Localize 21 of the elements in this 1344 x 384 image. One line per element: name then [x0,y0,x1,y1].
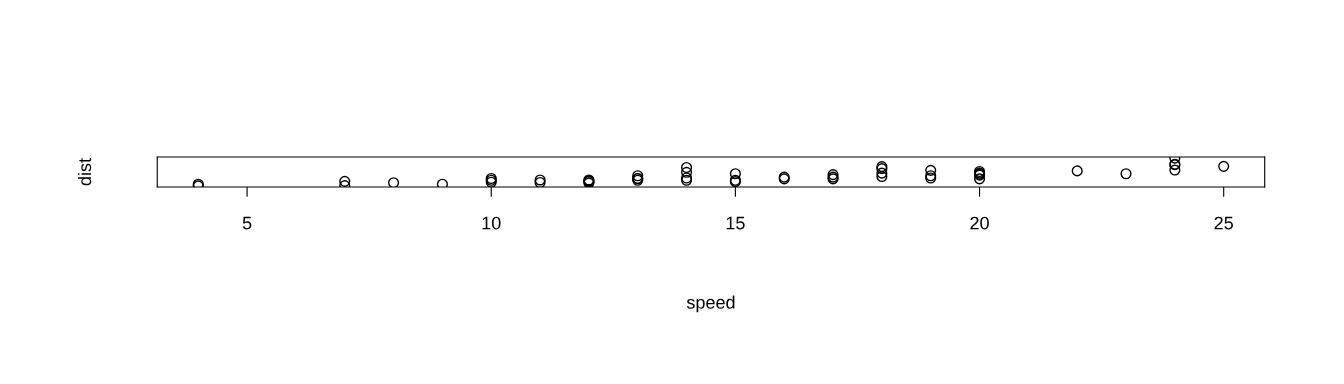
point [876,171,888,183]
point [1169,164,1181,176]
x-tick-label: 10 [482,216,501,230]
point [1120,168,1132,180]
x-tick-label: 20 [970,216,989,230]
point [925,164,937,176]
point [1071,165,1083,177]
point [388,177,400,188]
point [876,167,888,179]
y-axis-title: dist [77,158,92,186]
point [973,173,986,185]
point [1218,160,1230,172]
x-tick-label: 25 [1214,216,1233,230]
x-axis-title: speed [686,295,735,313]
x-tick-label: 15 [726,216,745,230]
point [436,178,448,188]
point [729,168,741,180]
point [339,175,351,187]
x-tick-label: 5 [242,216,252,230]
point [681,166,693,178]
point [681,161,693,174]
